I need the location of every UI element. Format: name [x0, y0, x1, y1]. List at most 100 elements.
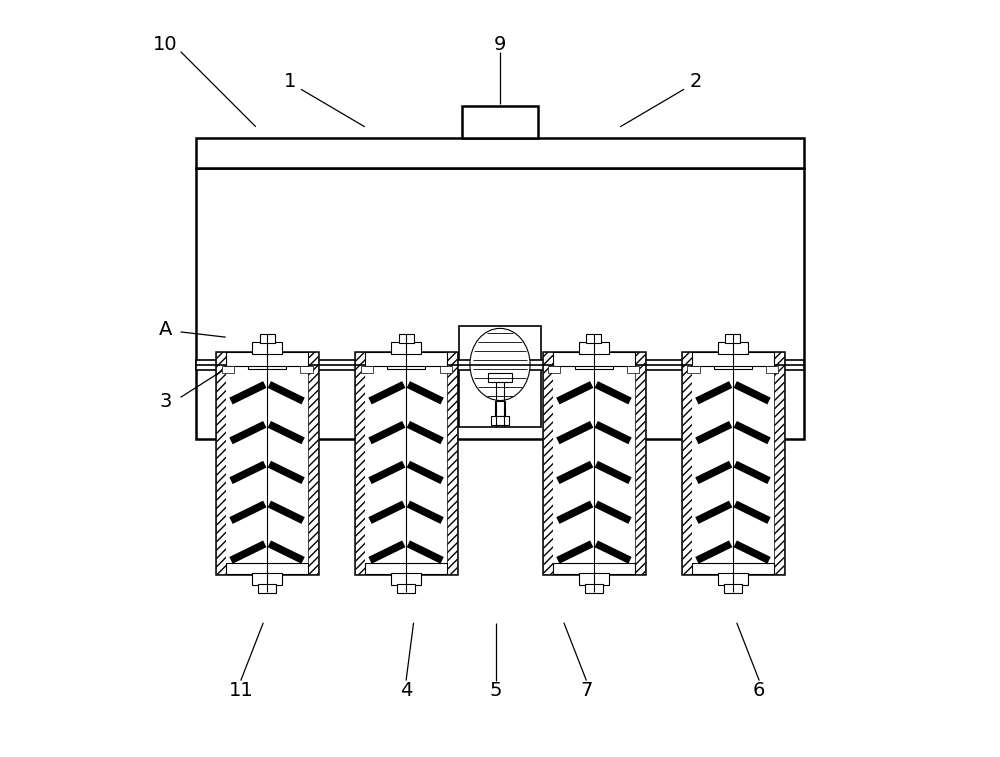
Text: 2: 2 [689, 72, 702, 91]
Polygon shape [595, 421, 632, 444]
Text: 5: 5 [490, 681, 502, 700]
Polygon shape [407, 540, 444, 564]
Bar [226, 562, 308, 574]
Bar [495, 400, 505, 416]
Polygon shape [229, 461, 266, 484]
Bar [488, 373, 512, 382]
Bar [575, 360, 613, 369]
Bar [553, 562, 635, 574]
Polygon shape [368, 421, 405, 444]
Polygon shape [695, 461, 732, 484]
Bar [579, 573, 609, 585]
Bar [692, 356, 773, 570]
Text: 11: 11 [228, 681, 253, 700]
Bar [586, 334, 601, 343]
Bar [361, 366, 373, 373]
Bar [459, 326, 541, 428]
Bar [355, 352, 365, 574]
Polygon shape [556, 461, 593, 484]
Bar [252, 341, 282, 354]
Polygon shape [556, 540, 593, 564]
Polygon shape [229, 421, 266, 444]
Bar [635, 352, 645, 574]
Bar [692, 562, 774, 574]
Bar [585, 584, 603, 593]
Bar [774, 352, 784, 574]
Bar [543, 352, 553, 574]
Polygon shape [407, 500, 444, 524]
Bar [300, 366, 313, 373]
Polygon shape [268, 540, 305, 564]
Polygon shape [734, 381, 771, 404]
Bar [543, 352, 645, 574]
Text: A: A [159, 320, 172, 339]
Bar [308, 352, 318, 574]
Bar [258, 584, 276, 593]
Polygon shape [695, 421, 732, 444]
Text: 10: 10 [153, 35, 178, 54]
Bar [579, 341, 609, 354]
Polygon shape [695, 500, 732, 524]
Bar [724, 584, 742, 593]
Polygon shape [368, 500, 405, 524]
Bar [365, 352, 447, 366]
Bar [222, 366, 234, 373]
Bar [491, 416, 509, 425]
Bar [216, 352, 226, 574]
Bar [216, 352, 318, 574]
Text: 6: 6 [753, 681, 765, 700]
Text: 9: 9 [494, 35, 506, 54]
Bar [682, 352, 784, 574]
Bar [355, 352, 457, 574]
Text: 7: 7 [580, 681, 593, 700]
Polygon shape [734, 500, 771, 524]
Bar [196, 168, 804, 438]
Polygon shape [556, 381, 593, 404]
Bar [462, 107, 538, 138]
Polygon shape [595, 381, 632, 404]
Bar [714, 360, 752, 369]
Ellipse shape [470, 329, 530, 400]
Polygon shape [368, 461, 405, 484]
Bar [687, 366, 700, 373]
Polygon shape [368, 540, 405, 564]
Polygon shape [595, 540, 632, 564]
Bar [397, 584, 415, 593]
Polygon shape [556, 500, 593, 524]
Bar [252, 573, 282, 585]
Polygon shape [368, 381, 405, 404]
Polygon shape [229, 381, 266, 404]
Text: 4: 4 [400, 681, 412, 700]
Bar [725, 334, 740, 343]
Polygon shape [229, 540, 266, 564]
Polygon shape [268, 421, 305, 444]
Polygon shape [734, 421, 771, 444]
Bar [391, 573, 421, 585]
Bar [248, 360, 286, 369]
Polygon shape [407, 381, 444, 404]
Bar [766, 366, 778, 373]
Bar [365, 356, 446, 570]
Bar [692, 352, 774, 366]
Bar [548, 366, 560, 373]
Polygon shape [268, 381, 305, 404]
Text: 3: 3 [159, 391, 172, 410]
Bar [196, 138, 804, 168]
Bar [387, 360, 425, 369]
Bar [226, 356, 307, 570]
Bar [440, 366, 452, 373]
Bar [627, 366, 639, 373]
Polygon shape [734, 540, 771, 564]
Bar [260, 334, 275, 343]
Bar [196, 360, 804, 370]
Bar [718, 341, 748, 354]
Polygon shape [407, 461, 444, 484]
Polygon shape [229, 500, 266, 524]
Bar [226, 352, 308, 366]
Bar [391, 341, 421, 354]
Polygon shape [268, 461, 305, 484]
Polygon shape [595, 500, 632, 524]
Bar [553, 356, 634, 570]
Bar [447, 352, 457, 574]
Bar [682, 352, 692, 574]
